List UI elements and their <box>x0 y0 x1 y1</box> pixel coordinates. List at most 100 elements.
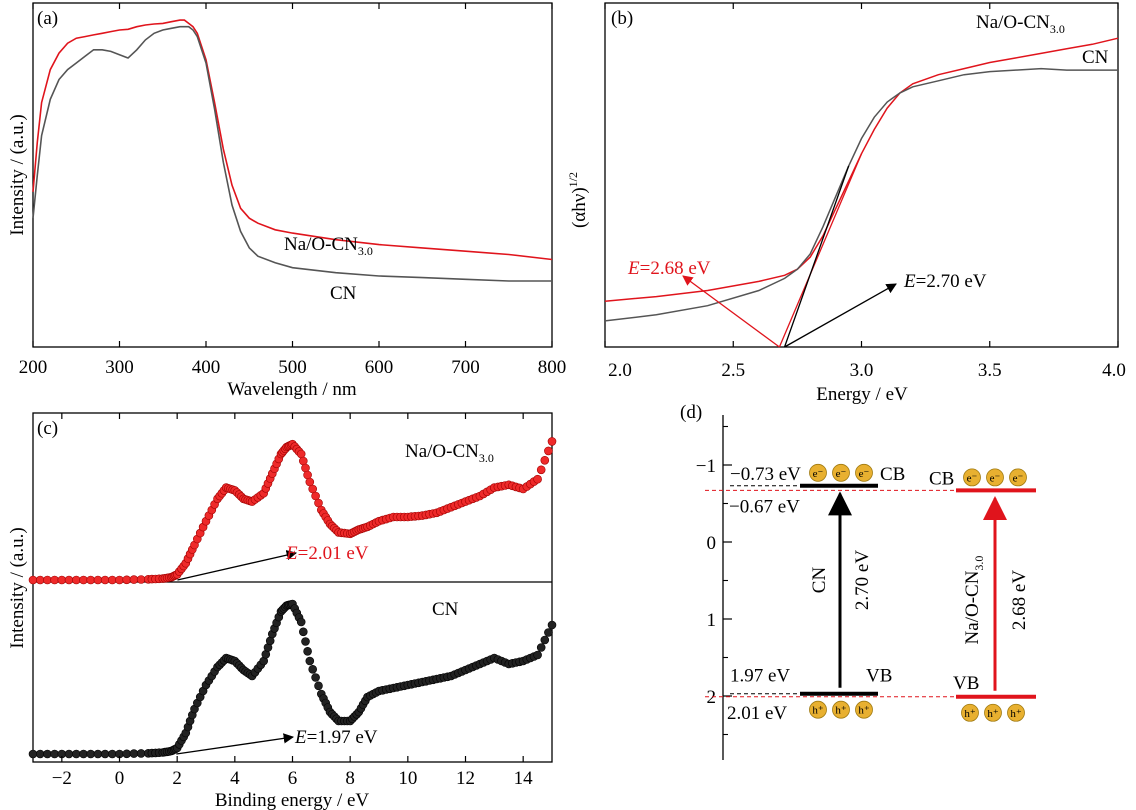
panel-a-x-ticks: 200 300 400 500 600 700 800 <box>19 3 567 378</box>
naocn-vertical-label-sub: 3.0 <box>972 556 986 571</box>
panel-c-point-naocn <box>533 474 542 484</box>
panel-c-point-naocn <box>79 575 88 585</box>
panel-b-y-label: (αhν)1/2 <box>566 172 590 228</box>
panel-b-tick-label: 2.0 <box>608 360 632 381</box>
carrier-orb-label: h⁺ <box>1010 708 1022 720</box>
panel-b-x-ticks: 2.0 2.5 3.0 3.5 4.0 <box>604 3 1126 381</box>
panel-c-points <box>28 437 557 759</box>
panel-a-curves <box>32 19 553 282</box>
panel-c-x-label: Binding energy / eV <box>215 790 370 810</box>
panel-a-series-naocn-line <box>32 19 553 261</box>
panel-c-point-cn <box>547 620 557 630</box>
panel-c-point-cn <box>536 643 546 652</box>
panel-c-arrow-naocn <box>177 550 298 581</box>
panel-c-point-cn <box>86 749 95 759</box>
panel-b-series-naocn-line <box>604 37 1119 302</box>
carrier-orb <box>961 703 979 722</box>
carrier-orb-label: h⁺ <box>964 708 976 720</box>
carrier-orb-label: h⁺ <box>987 708 999 720</box>
panel-c-legend-naocn: Na/O-CN3.0 <box>405 441 494 465</box>
panel-c-point-cn <box>100 749 110 759</box>
carrier-orb-label: h⁺ <box>812 705 824 717</box>
panel-b-tauc-plot: (b) 2.0 2.5 3.0 3.5 4.0 Energy / eV (αhν)1/2… <box>566 2 1126 405</box>
panel-d-letter: (d) <box>680 402 702 423</box>
panel-c-annotation-naocn: E=2.01 eV <box>285 543 369 564</box>
panel-b-arrow-naocn <box>682 275 780 348</box>
panel-c-point-naocn <box>115 575 124 585</box>
panel-c-letter: (c) <box>37 418 58 439</box>
panel-c-frame <box>32 412 553 763</box>
carrier-orb-label: e⁻ <box>813 468 824 480</box>
panel-c-tick-label: 12 <box>456 768 475 789</box>
panel-b-series-cn-line <box>604 67 1118 322</box>
panel-c-point-naocn <box>28 575 38 585</box>
panel-b-legend-cn: CN <box>1082 47 1109 68</box>
panel-c-point-cn <box>533 650 542 660</box>
panel-b-tangent-cn <box>783 165 850 348</box>
panel-a-tick-label: 200 <box>19 357 48 378</box>
panel-c-point-naocn <box>93 575 103 585</box>
panel-c-point-cn <box>43 749 52 759</box>
panel-c-tick-label: 6 <box>288 768 298 789</box>
panel-c-tick-label: 8 <box>345 768 355 789</box>
panel-b-curves <box>604 37 1119 348</box>
carrier-orb-label: e⁻ <box>1013 472 1024 484</box>
panel-a-tick-label: 700 <box>451 357 480 378</box>
panel-c-y-label: Intensity / (a.u.) <box>7 527 28 648</box>
panel-c-point-naocn <box>108 575 117 585</box>
panel-c-point-cn <box>298 627 308 637</box>
panel-c-point-cn <box>79 749 88 759</box>
panel-a-frame <box>32 2 553 348</box>
panel-c-annotation-cn: E=1.97 eV <box>294 727 378 748</box>
cn-vertical-label: CN <box>809 567 830 594</box>
panel-c-point-cn <box>129 749 139 758</box>
cn-vb-value: 1.97 eV <box>730 666 790 687</box>
panel-c-point-naocn <box>547 437 557 446</box>
panel-b-tick-label: 4.0 <box>1102 360 1126 381</box>
panel-c-vb-xps: (c) −2 0 2 4 6 8 10 12 14 Binding energy / eV In… <box>7 412 557 810</box>
panel-b-tangent-naocn <box>778 153 863 348</box>
panel-c-tick-label: −2 <box>52 768 72 789</box>
panel-b-x-label: Energy / eV <box>816 384 908 405</box>
panel-b-tick-label: 3.0 <box>850 360 874 381</box>
carrier-orb-label: e⁻ <box>836 468 847 480</box>
panel-c-point-naocn <box>50 575 59 585</box>
panel-c-tick-label: 4 <box>230 768 240 789</box>
panel-c-point-naocn <box>57 575 67 585</box>
naocn-cb-value: −0.67 eV <box>729 496 800 517</box>
cn-cb-value: −0.73 eV <box>730 464 801 485</box>
panel-b-annotation-naocn: E=2.68 eV <box>627 258 711 279</box>
panel-a-tick-label: 800 <box>538 357 567 378</box>
panel-c-point-cn <box>35 749 45 759</box>
panel-c-point-naocn <box>129 575 139 584</box>
naocn-vertical-label-main: Na/O-CN <box>962 570 983 644</box>
panel-c-point-naocn <box>136 575 146 584</box>
panel-c-x-ticks: −2 0 2 4 6 8 10 12 14 <box>52 413 533 789</box>
carrier-orb <box>855 700 873 719</box>
panel-a-series-cn-line <box>32 25 552 282</box>
carrier-orb <box>1009 468 1027 487</box>
panel-a-tick-label: 400 <box>192 357 221 378</box>
panel-a-uv-vis: (a) 200 300 400 500 600 700 800 Wavelength / n… <box>7 2 567 400</box>
panel-c-point-cn <box>301 637 310 646</box>
panel-a-tick-label: 300 <box>105 357 134 378</box>
panel-c-tick-label: 2 <box>172 768 182 789</box>
carrier-orb <box>963 468 981 487</box>
naocn-vb-value: 2.01 eV <box>727 703 787 724</box>
panel-c-point-naocn <box>43 575 52 585</box>
panel-c-point-cn <box>136 749 146 758</box>
carrier-orb-label: h⁺ <box>858 705 870 717</box>
panel-a-letter: (a) <box>37 8 58 29</box>
naocn-vertical-label: Na/O-CN3.0 <box>962 556 986 645</box>
panel-b-tick-label: 2.5 <box>721 360 745 381</box>
panel-c-point-cn <box>64 749 74 759</box>
panel-c-point-naocn <box>100 575 110 585</box>
panel-c-point-naocn <box>122 575 131 585</box>
panel-c-point-cn <box>50 749 59 759</box>
panel-d-axis: −1 0 1 2 <box>696 415 732 760</box>
panel-c-point-cn <box>314 681 323 691</box>
naocn-cb-tag: CB <box>929 468 954 489</box>
panel-d-tick-label: 2 <box>707 687 717 708</box>
panel-a-x-label: Wavelength / nm <box>227 379 357 400</box>
carrier-orb <box>984 703 1002 722</box>
